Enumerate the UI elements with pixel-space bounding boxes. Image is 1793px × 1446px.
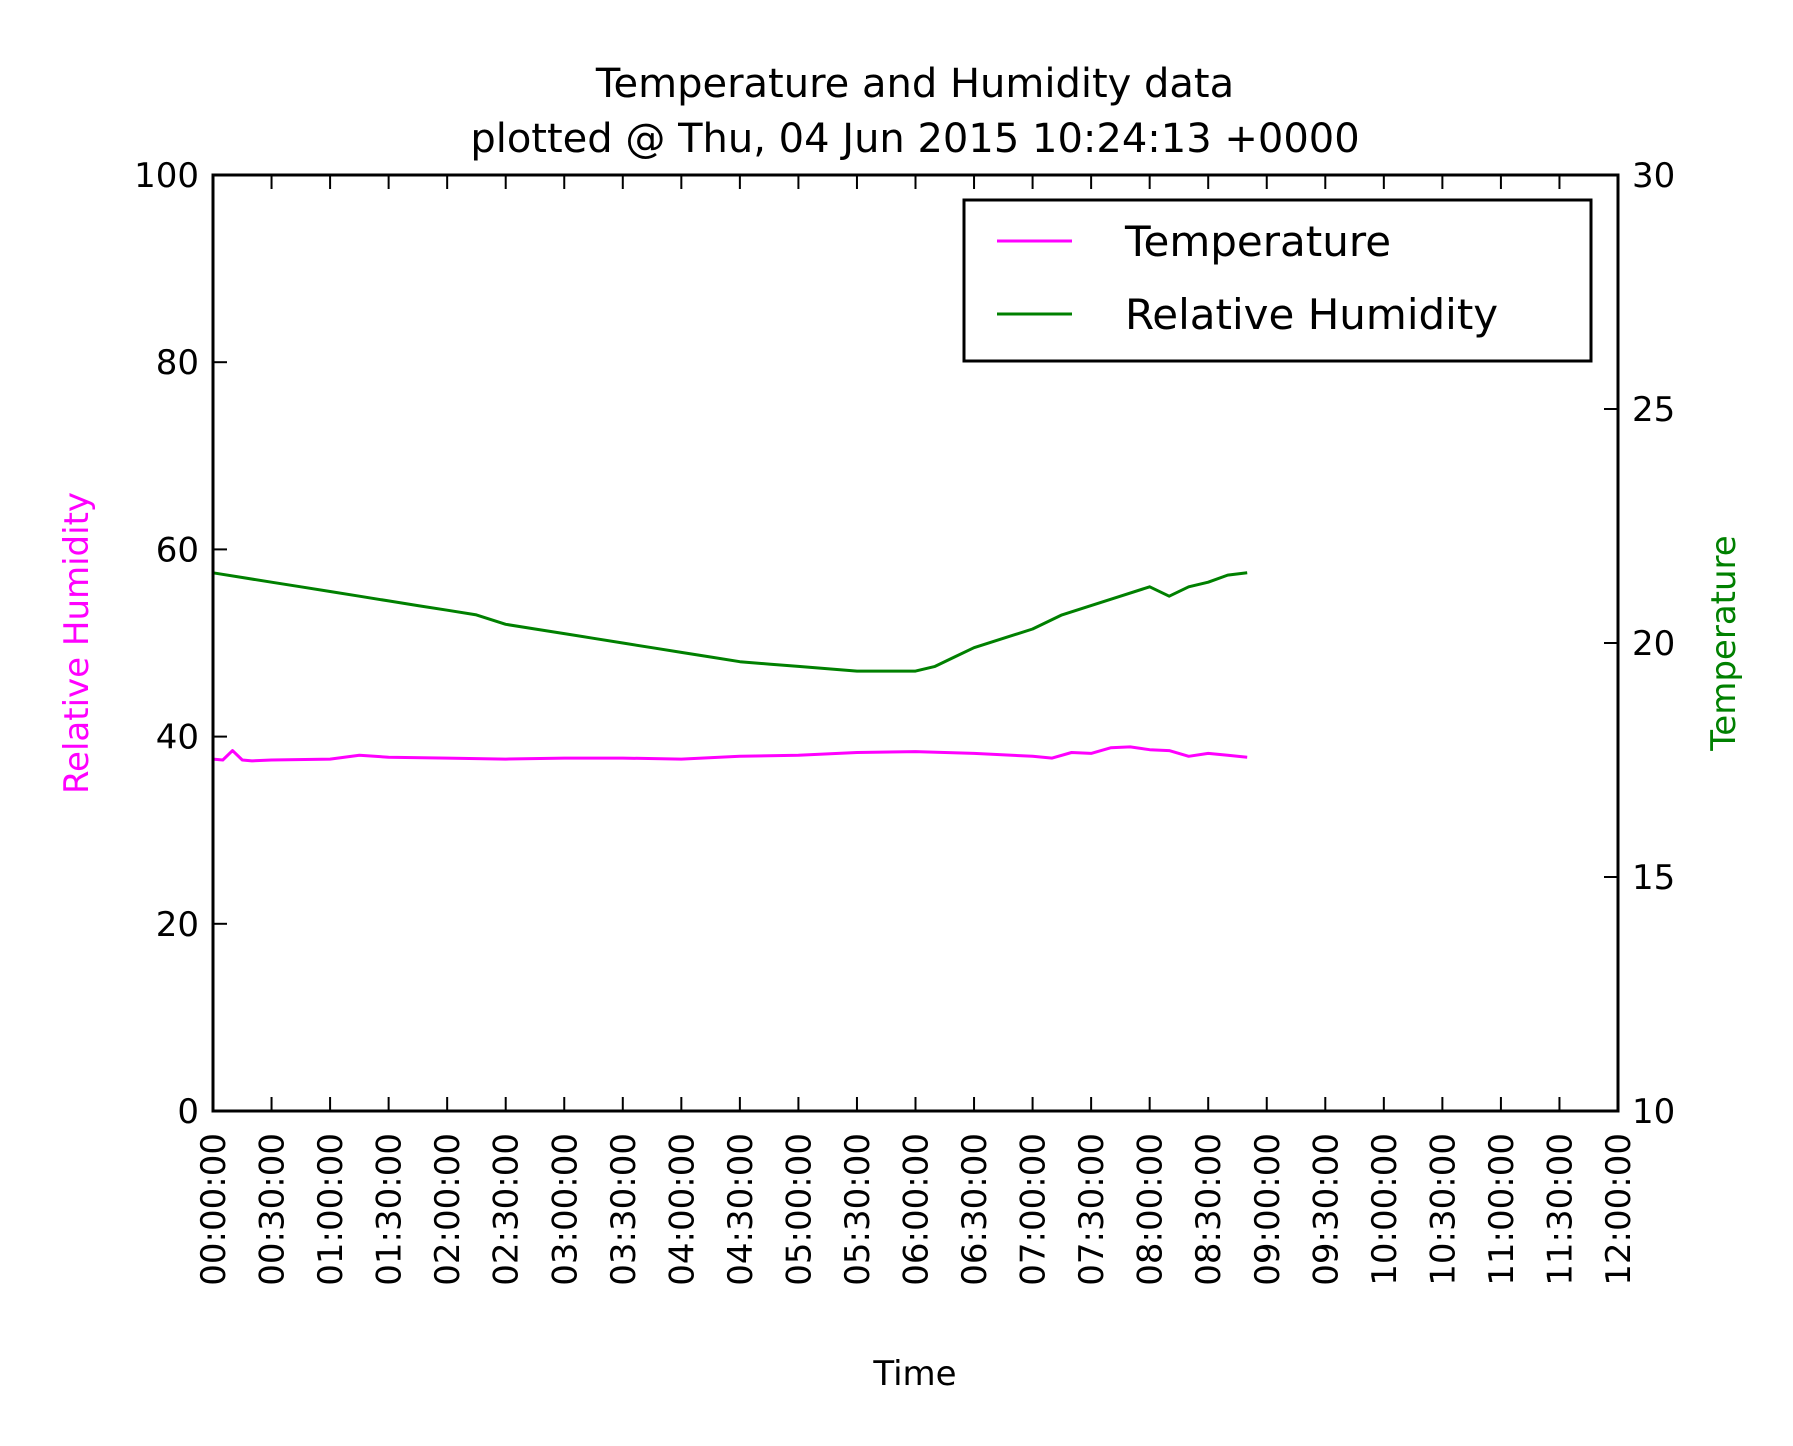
x-tick-label: 04:00:00 [662,1133,702,1286]
x-tick-label: 08:00:00 [1131,1133,1171,1286]
y-left-tick-label: 0 [177,1092,199,1132]
x-tick-label: 07:30:00 [1072,1133,1112,1286]
x-tick-label: 10:30:00 [1423,1133,1463,1286]
y-axis-right-label: Temperature [1704,535,1744,751]
y-right-tick-label: 30 [1632,156,1675,196]
x-tick-label: 01:00:00 [311,1133,351,1286]
ticks-layer: 0 20 40 60 80 100 10 15 20 25 30 00:00:00 00:30:00 01… [134,156,1675,1286]
series-layer [212,571,1248,763]
plot-frame [211,173,1620,1113]
x-tick-label: 12:00:00 [1599,1133,1639,1286]
y-left-tick-label: 60 [156,530,199,570]
x-tick-label: 04:30:00 [721,1133,761,1286]
y-left-tick-label: 100 [134,156,199,196]
y-left-tick-label: 80 [156,343,199,383]
x-tick-label: 02:30:00 [487,1133,527,1286]
chart-title: Temperature and Humidity data [595,61,1234,107]
legend-box [962,198,1593,363]
legend-label-relative-humidity: Relative Humidity [1125,290,1498,339]
x-axis-label: Time [872,1354,956,1394]
x-tick-label: 09:30:00 [1306,1133,1346,1286]
x-tick-label: 03:30:00 [604,1133,644,1286]
legend-label-temperature: Temperature [1124,217,1391,266]
x-tick-label: 00:00:00 [194,1133,234,1286]
x-tick-label: 06:00:00 [897,1133,937,1286]
x-tick-label: 11:30:00 [1540,1133,1580,1286]
y-right-tick-label: 10 [1632,1092,1675,1132]
y-right-tick-label: 15 [1632,858,1675,898]
series-line-relative-humidity [212,571,1248,673]
x-tick-label: 05:00:00 [779,1133,819,1286]
x-tick-label: 01:30:00 [370,1133,410,1286]
y-left-tick-label: 40 [156,718,199,758]
legend: Temperature Relative Humidity [962,198,1593,363]
x-tick-label: 07:00:00 [1014,1133,1054,1286]
y-right-tick-label: 20 [1632,624,1675,664]
series-line-temperature [212,745,1248,763]
x-tick-label: 09:00:00 [1248,1133,1288,1286]
x-tick-label: 06:30:00 [955,1133,995,1286]
y-left-tick-label: 20 [156,905,199,945]
x-tick-label: 08:30:00 [1189,1133,1229,1286]
y-axis-left-label: Relative Humidity [57,492,97,794]
x-tick-label: 02:00:00 [428,1133,468,1286]
y-right-tick-label: 25 [1632,390,1675,430]
x-tick-label: 03:00:00 [545,1133,585,1286]
chart-subtitle: plotted @ Thu, 04 Jun 2015 10:24:13 +000… [470,116,1359,162]
x-tick-label: 05:30:00 [838,1133,878,1286]
x-tick-label: 10:00:00 [1365,1133,1405,1286]
x-tick-label: 00:30:00 [253,1133,293,1286]
x-tick-label: 11:00:00 [1482,1133,1522,1286]
